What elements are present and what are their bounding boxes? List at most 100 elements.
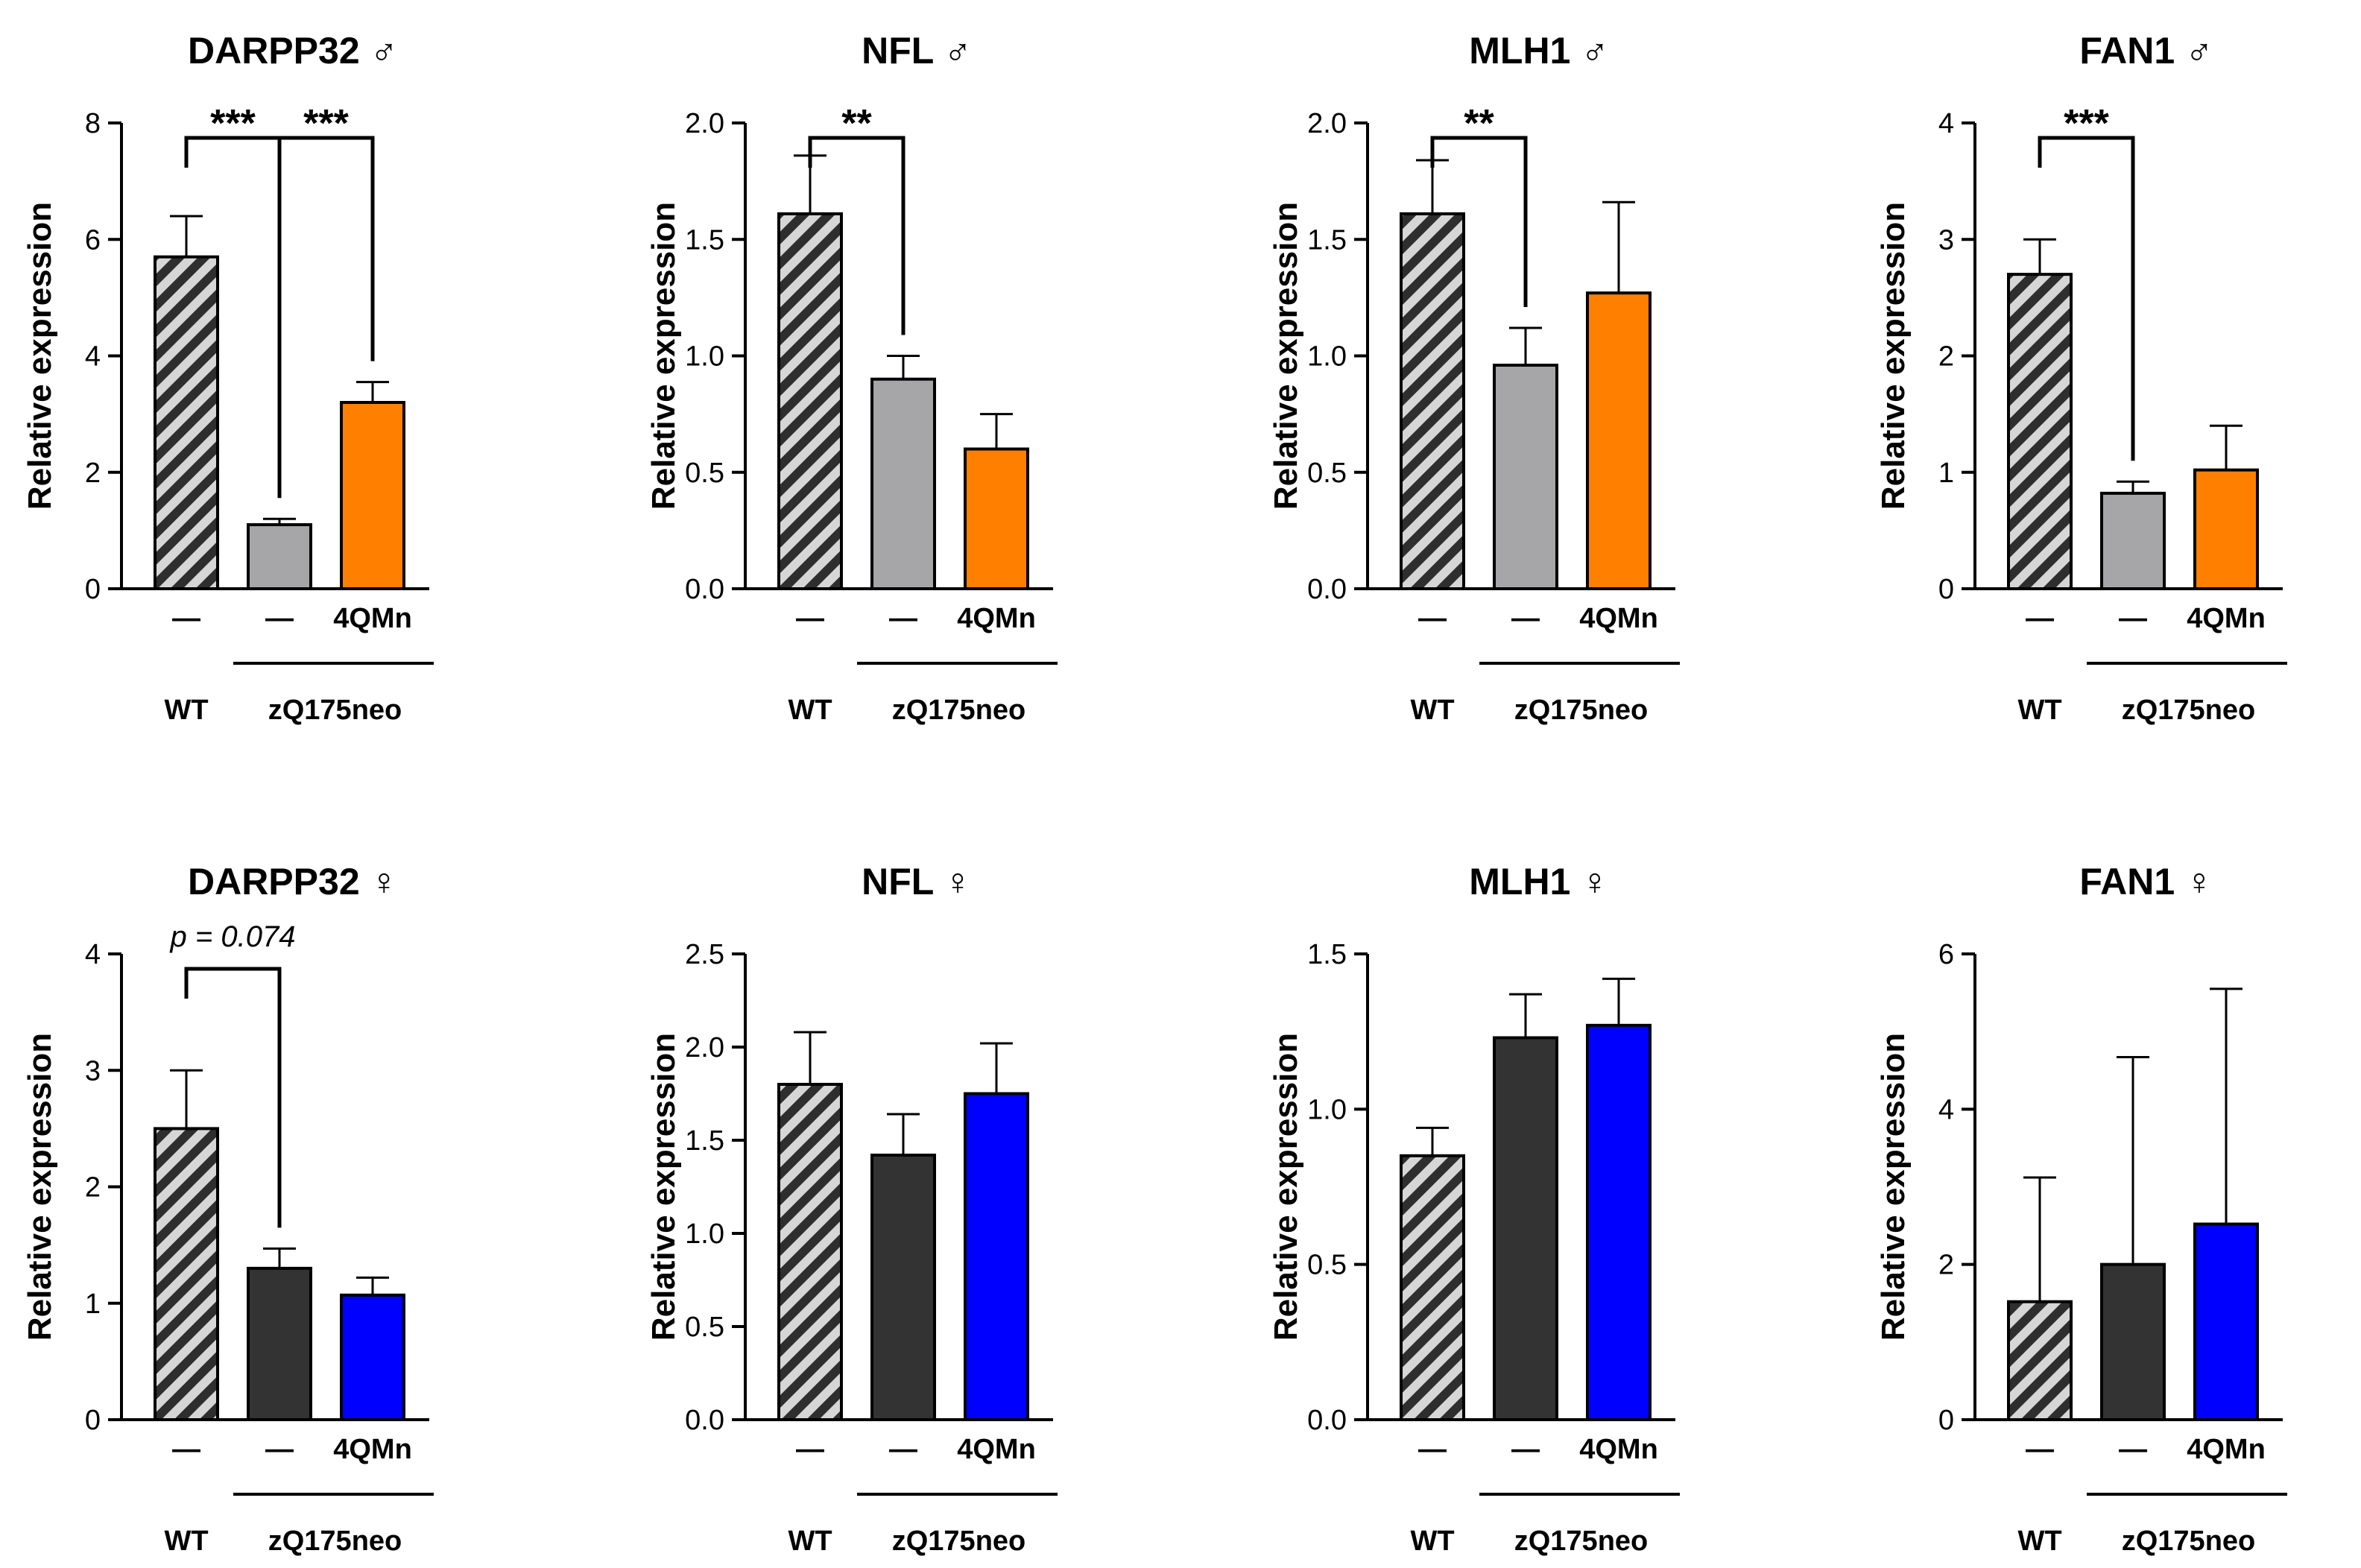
chart-panel-4: DARPP32 ♀ Relative expression 0 1 2 3 4 — — 4QMn W… xyxy=(22,861,434,1557)
y-tick-label: 1.5 xyxy=(1307,939,1347,970)
significance-label: ** xyxy=(1464,102,1494,145)
chart-panel-7: FAN1 ♀ Relative expression 0 2 4 6 — — 4QMn WT zQ1… xyxy=(1875,861,2287,1557)
chart-panel-1: NFL ♂ Relative expression 0.0 0.5 1.0 1.5 2.0 —… xyxy=(645,30,1058,726)
bar xyxy=(340,401,405,590)
y-tick-label: 2 xyxy=(1938,341,1954,373)
y-tick-label: 1.5 xyxy=(685,1125,724,1157)
chart-title: FAN1 ♂ xyxy=(2079,30,2213,72)
y-tick-label: 0 xyxy=(85,1405,101,1436)
y-tick-label: 2.0 xyxy=(685,108,724,139)
group-label-wt: WT xyxy=(2017,1526,2061,1557)
significance-bracket xyxy=(808,136,905,335)
y-tick-label: 2.5 xyxy=(685,939,724,970)
chart-panel-2: MLH1 ♂ Relative expression 0.0 0.5 1.0 1.5 2.0… xyxy=(1268,30,1680,726)
x-category-label: — xyxy=(2026,1434,2054,1465)
x-category-label: 4QMn xyxy=(333,1434,412,1465)
group-label-wt: WT xyxy=(164,1526,208,1557)
x-category-label: — xyxy=(2119,603,2147,634)
significance-label: *** xyxy=(303,102,349,145)
bar xyxy=(2193,1222,2259,1421)
y-tick-label: 1 xyxy=(1938,458,1954,489)
x-category-label: 4QMn xyxy=(957,603,1036,634)
bar xyxy=(2007,1300,2073,1421)
y-tick-label: 0.5 xyxy=(685,458,724,489)
chart-title: FAN1 ♀ xyxy=(2079,861,2213,902)
bar xyxy=(870,1154,936,1421)
bar xyxy=(1493,1036,1558,1421)
chart-panel-5: NFL ♀ Relative expression 0.0 0.5 1.0 1.5 2.0 2… xyxy=(645,861,1058,1557)
significance-bracket xyxy=(1430,136,1528,307)
y-tick-label: 1.0 xyxy=(1307,341,1347,373)
y-tick-label: 8 xyxy=(85,108,101,139)
significance-label: p = 0.074 xyxy=(170,920,296,953)
x-category-label: — xyxy=(265,1434,294,1465)
x-category-label: — xyxy=(2119,1434,2147,1465)
y-tick-label: 4 xyxy=(1938,108,1954,139)
y-tick-label: 3 xyxy=(85,1055,101,1087)
x-category-label: — xyxy=(265,603,294,634)
significance-bracket xyxy=(277,136,375,440)
y-axis-label: Relative expression xyxy=(22,1033,58,1341)
y-tick-label: 2.0 xyxy=(685,1032,724,1063)
chart-panel-3: FAN1 ♂ Relative expression 0 1 2 3 4 — — 4QMn WT zQ… xyxy=(1875,30,2287,726)
bar xyxy=(247,523,312,590)
y-tick-label: 0 xyxy=(1938,1405,1954,1436)
x-category-label: — xyxy=(172,1434,200,1465)
x-category-label: — xyxy=(796,603,824,634)
significance-label: ** xyxy=(841,102,872,145)
bar xyxy=(964,1092,1029,1421)
group-label-zq175neo: zQ175neo xyxy=(268,695,402,726)
y-tick-label: 0.5 xyxy=(1307,1250,1347,1281)
x-category-label: 4QMn xyxy=(2187,1434,2266,1465)
y-axis-label: Relative expression xyxy=(22,202,58,510)
group-label-zq175neo: zQ175neo xyxy=(1514,1526,1649,1557)
group-label-zq175neo: zQ175neo xyxy=(892,1526,1026,1557)
y-tick-label: 2 xyxy=(1938,1250,1954,1281)
chart-title: MLH1 ♂ xyxy=(1469,30,1609,72)
y-axis-label: Relative expression xyxy=(645,202,682,510)
x-category-label: 4QMn xyxy=(957,1434,1036,1465)
bar xyxy=(154,255,219,590)
y-axis-label: Relative expression xyxy=(1268,202,1304,510)
x-category-label: — xyxy=(796,1434,824,1465)
significance-bracket xyxy=(2038,136,2135,461)
bar xyxy=(870,377,936,590)
bar xyxy=(340,1293,405,1421)
chart-title: MLH1 ♀ xyxy=(1469,861,1609,902)
bar xyxy=(2007,273,2073,590)
y-tick-label: 0.0 xyxy=(1307,1405,1347,1436)
y-tick-label: 6 xyxy=(1938,939,1954,970)
group-label-zq175neo: zQ175neo xyxy=(2122,1526,2256,1557)
chart-title: NFL ♂ xyxy=(862,30,972,72)
y-tick-label: 4 xyxy=(1938,1094,1954,1125)
y-tick-label: 1.0 xyxy=(1307,1094,1347,1125)
bar xyxy=(2100,1262,2166,1421)
y-tick-label: 4 xyxy=(85,341,101,373)
x-category-label: 4QMn xyxy=(1579,1434,1658,1465)
chart-title: DARPP32 ♀ xyxy=(188,861,398,902)
chart-panel-0: DARPP32 ♂ Relative expression 0 2 4 6 8 — — 4QMn W… xyxy=(22,30,434,726)
bar xyxy=(2193,468,2259,590)
y-axis-label: Relative expression xyxy=(1875,202,1912,510)
bar xyxy=(1400,212,1465,590)
group-label-zq175neo: zQ175neo xyxy=(2122,695,2256,726)
x-category-label: — xyxy=(1418,603,1447,634)
significance-label: *** xyxy=(210,102,256,145)
x-category-label: — xyxy=(1511,1434,1540,1465)
x-category-label: — xyxy=(2026,603,2054,634)
y-tick-label: 0 xyxy=(1938,574,1954,605)
y-tick-label: 0.5 xyxy=(685,1312,724,1343)
bar xyxy=(247,1266,312,1421)
bar xyxy=(1586,1023,1652,1422)
x-category-label: 4QMn xyxy=(333,603,412,634)
bar xyxy=(154,1127,219,1421)
x-category-label: — xyxy=(172,603,200,634)
group-label-wt: WT xyxy=(788,695,832,726)
chart-panel-6: MLH1 ♀ Relative expression 0.0 0.5 1.0 1.5 — — 4… xyxy=(1268,861,1680,1557)
group-label-wt: WT xyxy=(2017,695,2061,726)
bar xyxy=(777,212,843,590)
y-tick-label: 1.5 xyxy=(1307,224,1347,256)
x-category-label: — xyxy=(1511,603,1540,634)
y-tick-label: 2 xyxy=(85,458,101,489)
